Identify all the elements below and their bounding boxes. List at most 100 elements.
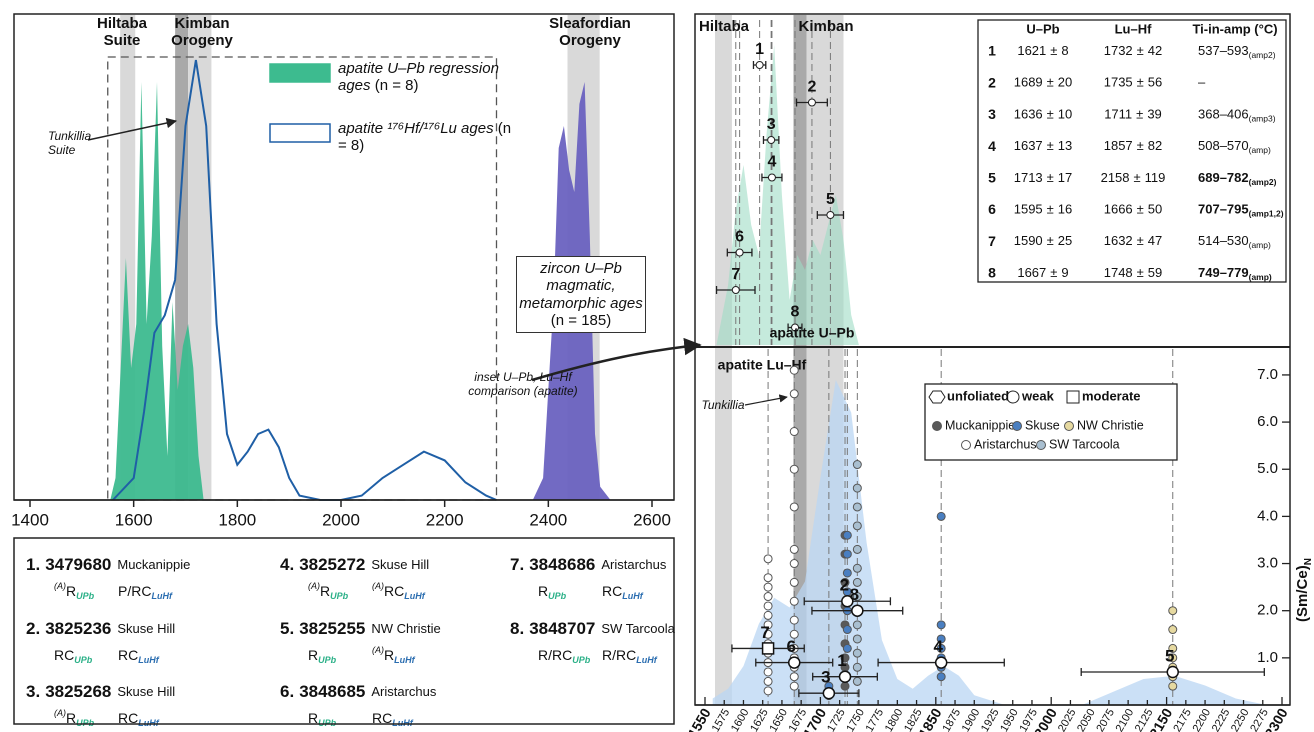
summary-marker — [1166, 665, 1180, 679]
code: R — [320, 583, 330, 599]
age-error: 82 — [1148, 139, 1162, 154]
data-point — [852, 563, 862, 573]
band-label: Hiltaba — [699, 18, 750, 35]
legend-entry: apatite U–Pb regression ages (n = 8) — [338, 60, 513, 95]
ti-subscript: (amp) — [1249, 145, 1271, 155]
age-marker — [767, 136, 776, 144]
summary-marker — [851, 604, 864, 617]
inset-arrow — [531, 337, 702, 382]
right-frame — [694, 13, 1291, 706]
legend-name: apatite ¹⁷⁶Hf/¹⁷⁶Lu ages — [338, 120, 494, 137]
plus-minus: ± — [1047, 234, 1054, 249]
annotation: Tunkillia — [701, 398, 744, 412]
plus-minus: ± — [1047, 107, 1054, 122]
table-cell: 2158 ±119 — [1101, 170, 1166, 185]
age-value: 1590 — [1014, 234, 1043, 249]
luhf-code: (A)RLuHf — [372, 645, 416, 665]
sample-key-box — [13, 537, 675, 725]
data-point — [789, 615, 799, 625]
table-cell: 1621 ±8 — [1017, 43, 1068, 58]
age-value: 1595 — [1014, 202, 1043, 217]
sample-site: Muckanippie — [117, 557, 190, 572]
sample-number: 7. — [510, 555, 524, 574]
data-point — [852, 460, 862, 470]
ti-range: 514–530 — [1198, 234, 1249, 249]
age-value: 1711 — [1104, 107, 1132, 122]
age-marker — [755, 61, 764, 69]
luhf-code: RCLuHf — [372, 710, 414, 729]
age-marker — [731, 286, 740, 294]
data-point — [852, 620, 862, 630]
data-point — [852, 502, 862, 512]
code-prefix: (A) — [372, 645, 384, 655]
table-cell: 8 — [988, 265, 996, 281]
sample-site: Skuse Hill — [371, 557, 429, 572]
code-prefix: (A) — [54, 581, 66, 591]
sample-number: 3 — [767, 116, 776, 133]
upb-code: RUPb — [538, 583, 567, 602]
table-cell: 4 — [988, 138, 996, 154]
summary-marker — [787, 656, 801, 669]
age-error: 119 — [1145, 170, 1166, 185]
data-point — [763, 601, 773, 611]
plus-minus: ± — [1047, 202, 1054, 217]
age-value: 1748 — [1104, 265, 1133, 280]
data-point — [842, 643, 852, 653]
age-error: 59 — [1148, 265, 1162, 280]
data-point — [840, 653, 850, 663]
table-cell: 7 — [988, 233, 996, 249]
code: RC — [118, 647, 138, 663]
age-error: 20 — [1058, 75, 1072, 90]
table-cell: 1735 ±56 — [1104, 75, 1163, 90]
summary-marker — [934, 656, 948, 669]
y-tick-label: 1.0 — [1257, 649, 1278, 666]
annotation-arrow — [87, 117, 178, 141]
age-error: 8 — [1061, 43, 1068, 58]
data-point — [840, 681, 850, 691]
data-point — [936, 643, 946, 653]
age-error: 13 — [1058, 139, 1072, 154]
annotation: Tunkillia Suite — [48, 129, 92, 157]
panel-label: apatite U–Pb — [770, 325, 855, 341]
data-point — [852, 544, 862, 554]
data-point — [789, 629, 799, 639]
sample-entry: 2. 3825236 Skuse Hill — [26, 619, 175, 638]
y-tick-label: 5.0 — [1257, 460, 1278, 477]
method: UPb — [572, 655, 591, 665]
data-point — [763, 676, 773, 686]
sample-number: 5 — [1165, 646, 1174, 665]
sample-number: 6 — [787, 637, 796, 656]
sample-site: Aristarchus — [601, 557, 667, 572]
legend-label: Skuse — [1025, 418, 1060, 432]
data-point — [936, 634, 946, 644]
data-point — [1168, 681, 1178, 691]
code: R — [538, 583, 548, 599]
table-cell: 1595 ±16 — [1014, 202, 1073, 217]
legend-label: SW Tarcoola — [1049, 437, 1120, 451]
x-tick-label: 2400 — [529, 510, 567, 529]
data-point — [842, 530, 852, 540]
sample-id: 3825255 — [299, 619, 365, 638]
data-point — [763, 592, 773, 602]
plus-minus: ± — [1050, 43, 1057, 58]
sample-entry: 6. 3848685 Aristarchus — [280, 682, 437, 701]
data-point — [763, 620, 773, 630]
table-cell: 508–570(amp) — [1198, 139, 1271, 156]
ti-subscript: (amp) — [1249, 240, 1271, 250]
sample-id: 3848685 — [299, 682, 365, 701]
method: LuHf — [138, 655, 159, 665]
age-error: 17 — [1058, 170, 1072, 185]
band-label: Kimban Orogeny — [171, 15, 233, 50]
table-cell: 1 — [988, 43, 996, 59]
table-header: U–Pb — [1026, 21, 1059, 36]
ti-range: 749–779 — [1198, 265, 1249, 280]
data-point — [852, 648, 862, 658]
code: RC — [118, 710, 138, 726]
age-error: 47 — [1148, 234, 1162, 249]
table-cell: 1748 ±59 — [1104, 265, 1163, 280]
data-point — [789, 672, 799, 682]
legend-swatch — [932, 421, 942, 431]
age-value: 1689 — [1014, 75, 1043, 90]
sample-number: 2 — [840, 576, 849, 595]
table-header: Ti-in-amp (°C) — [1192, 21, 1277, 36]
